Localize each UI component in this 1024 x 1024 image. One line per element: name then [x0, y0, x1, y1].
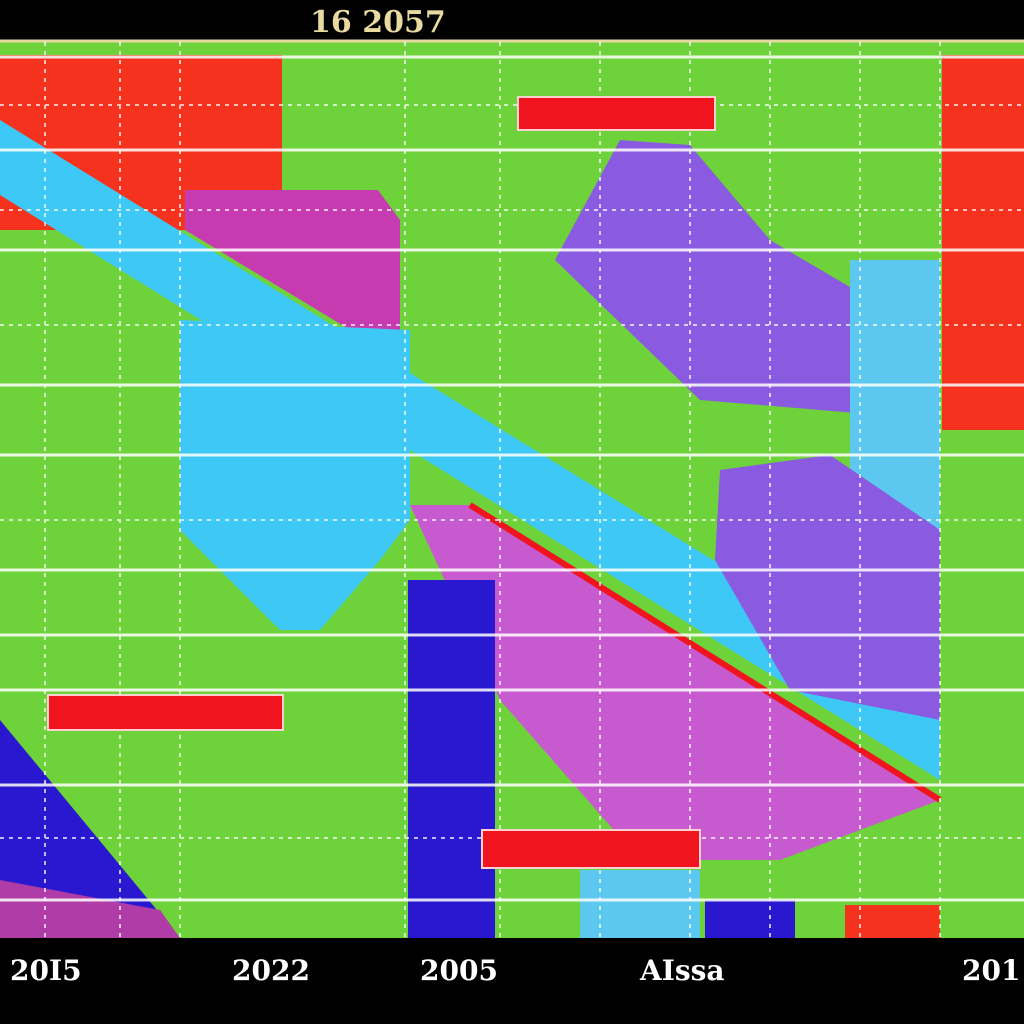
red-block	[942, 55, 1024, 430]
top-label: 16 2057	[310, 5, 446, 40]
bottom-label: 2005	[420, 954, 498, 987]
bottom-label: 20I5	[10, 954, 82, 987]
cyan-band	[0, 120, 940, 780]
bottom-label: 201	[962, 954, 1020, 987]
footer	[0, 938, 1024, 1024]
grid	[0, 55, 1024, 902]
purple-shape	[715, 455, 940, 720]
bottom-label: AIssa	[639, 954, 725, 987]
label-box	[517, 96, 716, 131]
label-box	[481, 829, 701, 869]
label-box	[47, 694, 284, 731]
red-line	[468, 502, 942, 803]
cyan-block	[580, 870, 700, 938]
magenta-shape	[185, 190, 400, 360]
blue-block	[408, 580, 495, 938]
pink-shape	[410, 505, 940, 860]
blue-block	[705, 900, 795, 938]
bottom-label: 2022	[232, 954, 310, 987]
red-block	[845, 905, 940, 938]
magenta-shape	[0, 880, 180, 938]
